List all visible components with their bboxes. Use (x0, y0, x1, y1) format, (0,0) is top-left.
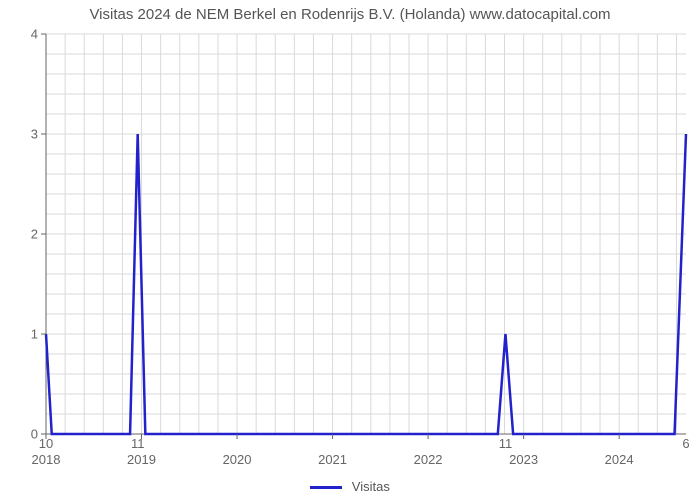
chart-container: Visitas 2024 de NEM Berkel en Rodenrijs … (0, 0, 700, 500)
legend-label-visitas: Visitas (352, 479, 390, 494)
y-tick-label: 2 (31, 227, 38, 242)
chart-plot-area: 0123420182019202020212022202320241011116 (46, 34, 686, 434)
x-tick-label: 2024 (605, 452, 634, 467)
point-value-label: 11 (499, 436, 513, 451)
x-tick-label: 2019 (127, 452, 156, 467)
x-tick-label: 2018 (32, 452, 61, 467)
x-tick-label: 2020 (223, 452, 252, 467)
y-tick-label: 1 (31, 327, 38, 342)
y-tick-label: 3 (31, 127, 38, 142)
chart-svg (46, 34, 686, 434)
chart-legend: Visitas (0, 479, 700, 494)
legend-swatch-visitas (310, 486, 342, 489)
x-tick-label: 2021 (318, 452, 347, 467)
point-value-label: 6 (682, 436, 689, 451)
x-tick-label: 2022 (414, 452, 443, 467)
x-tick-label: 2023 (509, 452, 538, 467)
point-value-label: 10 (39, 436, 53, 451)
y-tick-label: 4 (31, 27, 38, 42)
point-value-label: 11 (131, 436, 145, 451)
y-tick-label: 0 (31, 427, 38, 442)
chart-title: Visitas 2024 de NEM Berkel en Rodenrijs … (0, 0, 700, 28)
